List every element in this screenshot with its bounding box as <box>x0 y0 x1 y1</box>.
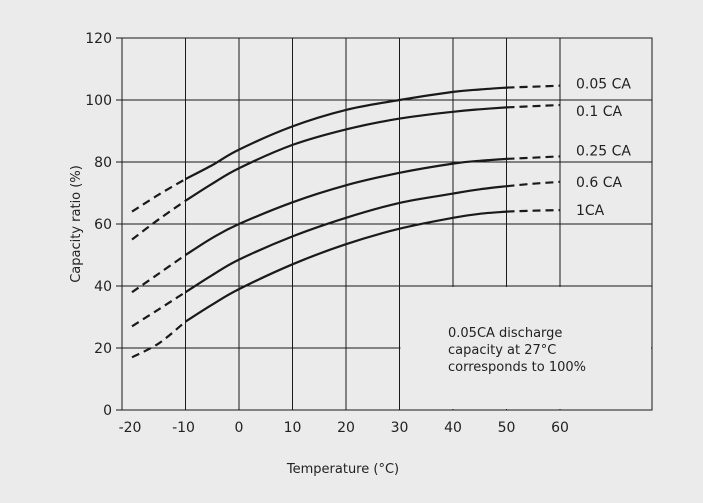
series-label: 0.1 CA <box>576 104 622 120</box>
chart-note: 0.05CA discharge capacity at 27°C corres… <box>448 326 586 375</box>
series-layer: 0.05 CA 0.1 CA 0.25 CA 0.6 CA 1CA <box>131 77 631 359</box>
ticks-layer: 0 20 40 60 80 100 120 -20 -10 0 10 20 30 40 50 60 <box>85 31 569 436</box>
series-label: 1CA <box>576 203 605 219</box>
series-2: 0.1 CA <box>131 103 622 241</box>
series-line-dashed-start <box>131 178 187 213</box>
x-tick-label: 20 <box>337 420 355 436</box>
series-1: 0.05 CA <box>131 77 631 213</box>
series-line-solid <box>184 86 507 181</box>
plot-layer: 0.05 CA 0.1 CA 0.25 CA 0.6 CA 1CA 0 20 40 60 80 1… <box>85 31 653 436</box>
x-tick-label: 30 <box>391 420 409 436</box>
series-line-dashed-end <box>506 180 561 188</box>
series-label: 0.6 CA <box>576 175 622 191</box>
series-label: 0.25 CA <box>576 143 631 159</box>
y-tick-label: 20 <box>94 341 112 357</box>
series-line-solid <box>184 210 507 323</box>
chart-note-line-2: capacity at 27°C <box>448 343 556 358</box>
x-tick-label: 50 <box>498 420 516 436</box>
y-tick-label: 60 <box>94 217 112 233</box>
x-tick-label: 40 <box>444 420 462 436</box>
series-line-solid <box>184 185 507 294</box>
series-line-solid <box>184 157 507 256</box>
note-mask <box>400 287 651 409</box>
series-5: 1CA <box>131 203 605 359</box>
series-4: 0.6 CA <box>131 175 622 328</box>
series-line-dashed-start <box>131 320 187 359</box>
series-line-solid <box>184 106 507 202</box>
x-tick-label: 0 <box>235 420 244 436</box>
y-tick-label: 100 <box>85 93 112 109</box>
y-tick-label: 120 <box>85 31 112 47</box>
y-axis-title: Capacity ratio (%) <box>69 165 84 283</box>
x-tick-label: -20 <box>119 420 142 436</box>
series-line-dashed-end <box>506 155 561 160</box>
series-line-dashed-end <box>506 209 561 213</box>
y-tick-label: 80 <box>94 155 112 171</box>
x-axis-title: Temperature (°C) <box>286 462 399 477</box>
series-line-dashed-start <box>131 291 187 328</box>
chart-note-line-1: 0.05CA discharge <box>448 326 562 341</box>
y-tick-label: 40 <box>94 279 112 295</box>
series-line-dashed-end <box>506 103 561 109</box>
chart-note-line-3: corresponds to 100% <box>448 360 586 375</box>
series-line-dashed-end <box>506 84 561 89</box>
y-tick-label: 0 <box>103 403 112 419</box>
x-tick-label: -10 <box>172 420 195 436</box>
x-tick-label: 60 <box>551 420 569 436</box>
series-line-dashed-start <box>131 199 187 241</box>
series-line-dashed-start <box>131 254 187 294</box>
series-3: 0.25 CA <box>131 143 631 294</box>
x-tick-label: 10 <box>284 420 302 436</box>
series-label: 0.05 CA <box>576 77 631 93</box>
